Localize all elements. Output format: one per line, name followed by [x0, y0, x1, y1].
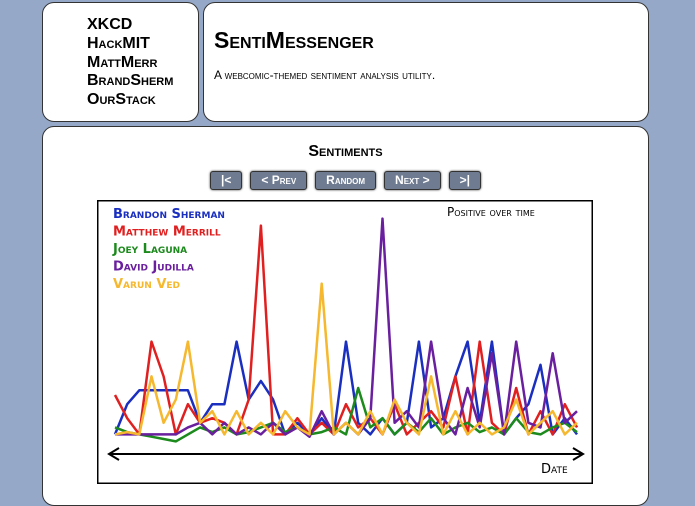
legend-entry: Brandon Sherman	[113, 207, 225, 222]
nav-item-hackmit[interactable]: HackMIT	[87, 35, 173, 54]
series-line	[114, 386, 578, 443]
legend-entry: Joey Laguna	[112, 242, 187, 257]
site-nav-panel: XKCD HackMIT MattMerr BrandSherm OurStac…	[42, 2, 199, 122]
first-button[interactable]: |<	[209, 171, 243, 190]
nav-link[interactable]: HackMIT	[87, 34, 150, 52]
comic-nav: |< < Prev Random Next > >|	[43, 171, 648, 190]
x-axis-right-arrow	[572, 447, 585, 461]
series-line	[114, 282, 578, 436]
series-group	[113, 217, 579, 443]
legend-entry: Varun Ved	[113, 277, 180, 292]
site-nav-list: XKCD HackMIT MattMerr BrandSherm OurStac…	[87, 16, 173, 110]
legend: Brandon Sherman Matthew Merrill Joey Lagun…	[112, 207, 225, 292]
nav-item-mattmerr[interactable]: MattMerr	[87, 54, 173, 73]
nav-item-xkcd[interactable]: XKCD	[87, 16, 173, 35]
header-panel: SentiMessenger A webcomic-themed sentime…	[203, 2, 649, 122]
next-button[interactable]: Next >	[384, 171, 441, 190]
nav-item-ourstack[interactable]: OurStack	[87, 91, 173, 110]
prev-button[interactable]: < Prev	[250, 171, 308, 190]
nav-item-brandsherm[interactable]: BrandSherm	[87, 72, 173, 91]
nav-link[interactable]: MattMerr	[87, 53, 158, 71]
x-axis-label: Date	[541, 462, 568, 477]
site-title: SentiMessenger	[214, 27, 374, 53]
sentiment-chart: Date Positive over time Brandon Sherman M…	[97, 200, 593, 484]
nav-link[interactable]: XKCD	[87, 16, 133, 33]
nav-link[interactable]: OurStack	[87, 91, 156, 109]
random-button[interactable]: Random	[315, 171, 377, 190]
chart-title: Positive over time	[447, 205, 535, 219]
site-subtitle: A webcomic-themed sentiment analysis uti…	[214, 68, 436, 82]
comic-panel: Sentiments |< < Prev Random Next > >| Da…	[42, 126, 649, 506]
last-button[interactable]: >|	[448, 171, 481, 190]
page: XKCD HackMIT MattMerr BrandSherm OurStac…	[38, 0, 656, 506]
nav-link[interactable]: BrandSherm	[87, 72, 174, 90]
x-axis-left-arrow	[107, 447, 120, 461]
legend-entry: David Judilla	[113, 260, 194, 275]
x-axis	[107, 447, 585, 461]
comic-title: Sentiments	[308, 143, 383, 160]
legend-entry: Matthew Merrill	[113, 225, 221, 240]
